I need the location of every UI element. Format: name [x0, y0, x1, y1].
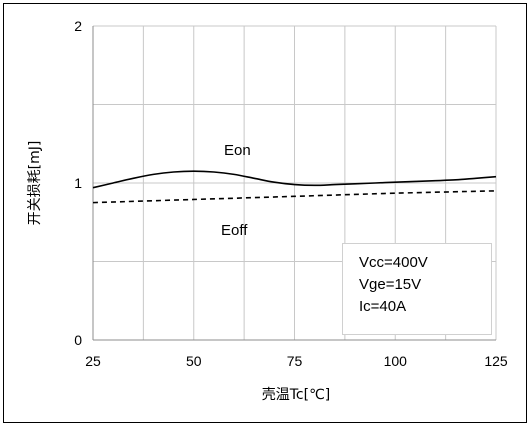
y-tick-label: 0: [74, 332, 82, 348]
series-lines: [92, 170, 497, 204]
series-label-eon: Eon: [224, 142, 251, 159]
y-tick-label: 2: [74, 18, 82, 34]
x-tick-label: 50: [186, 353, 202, 369]
chart-frame: [3, 3, 527, 423]
x-axis-title: 壳温Tc[℃]: [262, 386, 331, 403]
series-label-eoff: Eoff: [221, 222, 248, 239]
x-tick-label: 25: [85, 353, 101, 369]
x-tick-label: 75: [287, 353, 303, 369]
x-tick-label: 100: [384, 353, 408, 369]
y-tick-labels: 0 1 2: [74, 18, 82, 348]
x-tick-labels: 25 50 75 100 125: [85, 353, 508, 369]
condition-vge: Vge=15V: [359, 276, 422, 293]
condition-ic: Ic=40A: [359, 298, 407, 315]
y-axis-title: 开关损耗[mJ]: [27, 141, 43, 226]
y-tick-label: 1: [74, 175, 82, 191]
series-line-eon: [92, 170, 497, 189]
test-conditions-box: Vcc=400V Vge=15V Ic=40A: [342, 243, 492, 335]
axes: [92, 26, 496, 341]
series-line-eoff: [92, 190, 497, 204]
condition-vcc: Vcc=400V: [359, 254, 428, 271]
x-tick-label: 125: [484, 353, 508, 369]
